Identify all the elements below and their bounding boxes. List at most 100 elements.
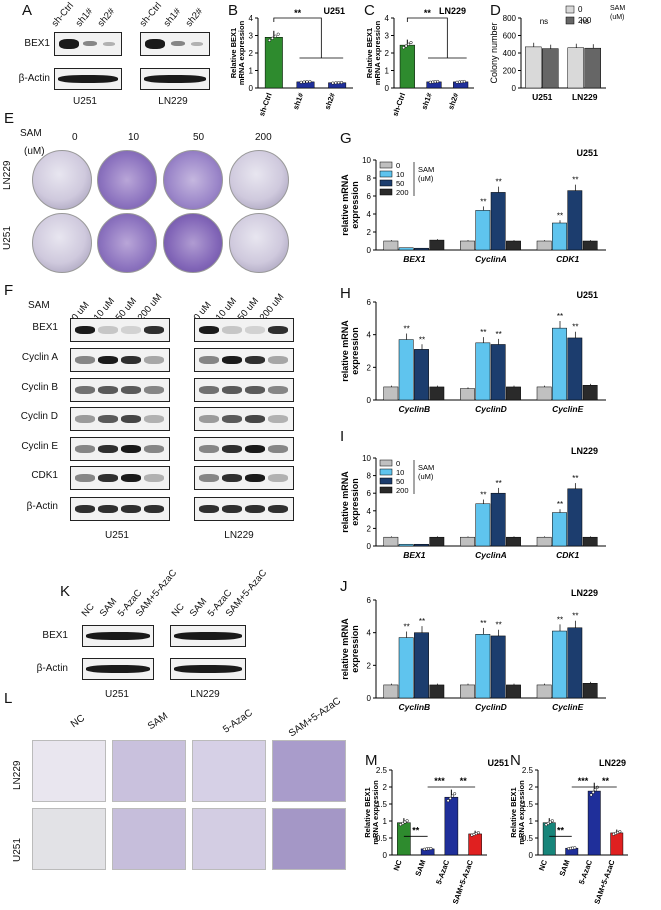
bar bbox=[567, 627, 583, 699]
bar bbox=[444, 796, 459, 856]
blot-strip bbox=[70, 378, 170, 402]
significance-label: ** bbox=[557, 500, 563, 509]
panel-label-g: G bbox=[340, 130, 352, 147]
blot-strip bbox=[194, 407, 294, 431]
significance-label: ** bbox=[572, 612, 578, 621]
data-point bbox=[431, 80, 435, 84]
legend-label: 50 bbox=[396, 179, 404, 188]
y-tick-label: 2 bbox=[367, 363, 372, 372]
bar bbox=[328, 82, 347, 89]
bar bbox=[567, 47, 584, 89]
y-tick-label: 0 bbox=[367, 246, 372, 255]
y-tick-label: 0 bbox=[512, 84, 517, 93]
bar bbox=[429, 536, 445, 547]
y-tick-label: 0 bbox=[529, 851, 534, 860]
y-axis-label: expression bbox=[350, 625, 360, 673]
y-tick-label: 1 bbox=[383, 817, 388, 826]
legend-label: 0 bbox=[396, 459, 400, 468]
data-point bbox=[453, 792, 457, 796]
row-label: BEX1 bbox=[32, 322, 58, 333]
y-tick-label: 4 bbox=[385, 14, 390, 23]
x-tick-label: NC bbox=[537, 858, 549, 872]
bar bbox=[582, 536, 598, 547]
significance-label: ** bbox=[480, 328, 486, 337]
chart-N: 0 0.5 1 1.5 2 2.5 Relative BEX1 mRNA expression… bbox=[509, 758, 628, 905]
colony-dish bbox=[229, 150, 289, 210]
significance-label: ** bbox=[404, 623, 410, 632]
y-tick-label: 3 bbox=[249, 32, 254, 41]
data-point bbox=[618, 830, 622, 834]
y-tick-label: 6 bbox=[367, 489, 372, 498]
blot-strip bbox=[194, 378, 294, 402]
significance-label: ** bbox=[572, 323, 578, 332]
bar bbox=[567, 488, 583, 547]
significance-label: ** bbox=[404, 325, 410, 334]
bar bbox=[398, 637, 414, 699]
y-tick-label: 2 bbox=[367, 661, 372, 670]
significance-label: ** bbox=[496, 621, 502, 630]
legend-swatch bbox=[379, 161, 393, 169]
x-tick-label: sh2# bbox=[446, 91, 461, 111]
x-tick-label: CyclinB bbox=[399, 702, 431, 712]
unit-label: (uM) bbox=[24, 146, 45, 157]
bar bbox=[460, 536, 475, 547]
y-tick-label: 0 bbox=[385, 84, 390, 93]
bar bbox=[490, 635, 506, 699]
x-tick-label: CyclinA bbox=[475, 550, 507, 560]
panel-label-k: K bbox=[60, 583, 71, 600]
bar bbox=[460, 684, 475, 699]
data-point bbox=[573, 846, 577, 850]
bar bbox=[567, 190, 583, 251]
chart-C: 0 1 2 3 4 Relative BEX1 mRNA expression LN229 sh… bbox=[365, 6, 474, 117]
bar bbox=[542, 822, 556, 856]
bar bbox=[552, 512, 567, 547]
x-tick-label: CyclinE bbox=[552, 404, 584, 414]
chart-title: LN229 bbox=[439, 6, 466, 16]
blot-strip bbox=[70, 318, 170, 342]
data-point bbox=[267, 38, 272, 42]
legend-title: SAM bbox=[610, 5, 625, 12]
significance-label: ** bbox=[557, 312, 563, 321]
y-tick-label: 0 bbox=[249, 84, 254, 93]
transwell-image bbox=[272, 808, 346, 870]
bar bbox=[506, 240, 521, 251]
significance-label: ** bbox=[496, 178, 502, 187]
colony-dish bbox=[163, 150, 223, 210]
data-point bbox=[270, 36, 274, 40]
chart-title: LN229 bbox=[571, 446, 598, 456]
row-label: Cyclin D bbox=[20, 411, 58, 422]
transwell-image bbox=[112, 808, 186, 870]
row-label: BEX1 bbox=[24, 38, 50, 49]
bar bbox=[567, 337, 583, 401]
panel-label-i: I bbox=[340, 428, 345, 445]
data-point bbox=[302, 80, 306, 84]
bar bbox=[610, 832, 624, 856]
bar bbox=[296, 81, 315, 89]
bar bbox=[490, 344, 506, 401]
significance-label: ** bbox=[496, 330, 502, 339]
bar bbox=[506, 684, 521, 699]
bar bbox=[460, 240, 475, 251]
significance-label: ** bbox=[480, 491, 486, 500]
x-tick-label: SAM bbox=[557, 859, 571, 878]
bar bbox=[414, 247, 429, 251]
x-tick-label: BEX1 bbox=[403, 550, 425, 560]
chart-J: 0 2 4 6 relative mRNA expression LN229 ** ** Cycl… bbox=[340, 588, 606, 712]
legend-swatch bbox=[565, 5, 575, 14]
legend-label: 200 bbox=[396, 188, 409, 197]
bar bbox=[536, 240, 552, 251]
blot-strip bbox=[194, 497, 294, 521]
data-point bbox=[446, 799, 450, 803]
chart-H: 0 2 4 6 relative mRNA expression U251 ** ** Cycli… bbox=[340, 290, 606, 414]
blot-strip bbox=[194, 318, 294, 342]
blot-strip bbox=[82, 625, 154, 647]
y-tick-label: 0 bbox=[367, 542, 372, 551]
x-tick-label: 5-AzaC bbox=[577, 858, 594, 886]
y-tick-label: 1 bbox=[385, 67, 390, 76]
y-tick-label: 2 bbox=[249, 49, 254, 58]
y-axis-label: Relative BEX1 bbox=[365, 28, 374, 78]
bar bbox=[460, 388, 475, 401]
transwell-image bbox=[192, 740, 266, 802]
bar bbox=[468, 833, 482, 856]
